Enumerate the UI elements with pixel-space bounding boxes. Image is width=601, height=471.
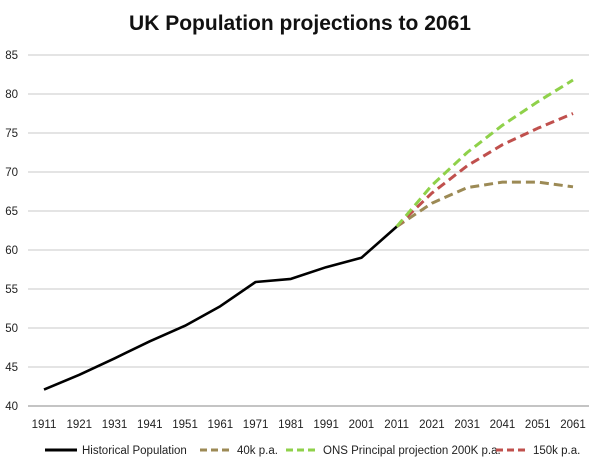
- x-tick-label: 1931: [102, 419, 128, 431]
- y-tick-label: 80: [5, 89, 18, 101]
- y-tick-label: 50: [5, 323, 18, 335]
- legend-label: ONS Principal projection 200K p.a.: [323, 445, 501, 457]
- legend-label: 150k p.a.: [533, 445, 580, 457]
- x-tick-label: 2041: [490, 419, 516, 431]
- legend: Historical Population 40k p.a. ONS Princip…: [45, 445, 580, 457]
- chart-title: UK Population projections to 2061: [129, 12, 471, 35]
- series-line-2: [395, 78, 574, 228]
- y-tick-label: 55: [5, 284, 18, 296]
- x-tick-label: 1991: [313, 419, 339, 431]
- y-tick-label: 60: [5, 245, 18, 257]
- series-line-1: [395, 180, 574, 228]
- x-tick-label: 1981: [278, 419, 304, 431]
- series-lines: [43, 78, 574, 391]
- x-tick-label: 1921: [66, 419, 92, 431]
- x-tick-label: 1941: [137, 419, 163, 431]
- x-tick-label: 1961: [208, 419, 234, 431]
- y-tick-label: 70: [5, 167, 18, 179]
- legend-label: 40k p.a.: [237, 445, 278, 457]
- y-tick-label: 45: [5, 362, 18, 374]
- x-tick-label: 1911: [32, 419, 57, 431]
- y-axis-tick-labels: 40 45 50 55 60 65 70 75 80 85: [5, 50, 18, 413]
- y-tick-label: 65: [5, 206, 18, 218]
- series-line-0: [43, 225, 398, 391]
- x-tick-label: 1951: [172, 419, 198, 431]
- y-tick-label: 40: [5, 401, 18, 413]
- x-tick-label: 2061: [560, 419, 586, 431]
- x-tick-label: 2051: [525, 419, 551, 431]
- y-tick-label: 85: [5, 50, 18, 62]
- x-tick-label: 2011: [384, 419, 409, 431]
- x-tick-label: 2001: [349, 419, 375, 431]
- legend-label: Historical Population: [82, 445, 187, 457]
- y-tick-label: 75: [5, 128, 18, 140]
- series-line-3: [395, 112, 574, 228]
- x-tick-label: 2031: [454, 419, 480, 431]
- x-tick-label: 2021: [419, 419, 445, 431]
- x-tick-label: 1971: [243, 419, 269, 431]
- gridlines: [28, 54, 589, 407]
- x-axis-tick-labels: 1911 1921 1931 1941 1951 1961 1971 1981 1991 2001…: [32, 419, 586, 431]
